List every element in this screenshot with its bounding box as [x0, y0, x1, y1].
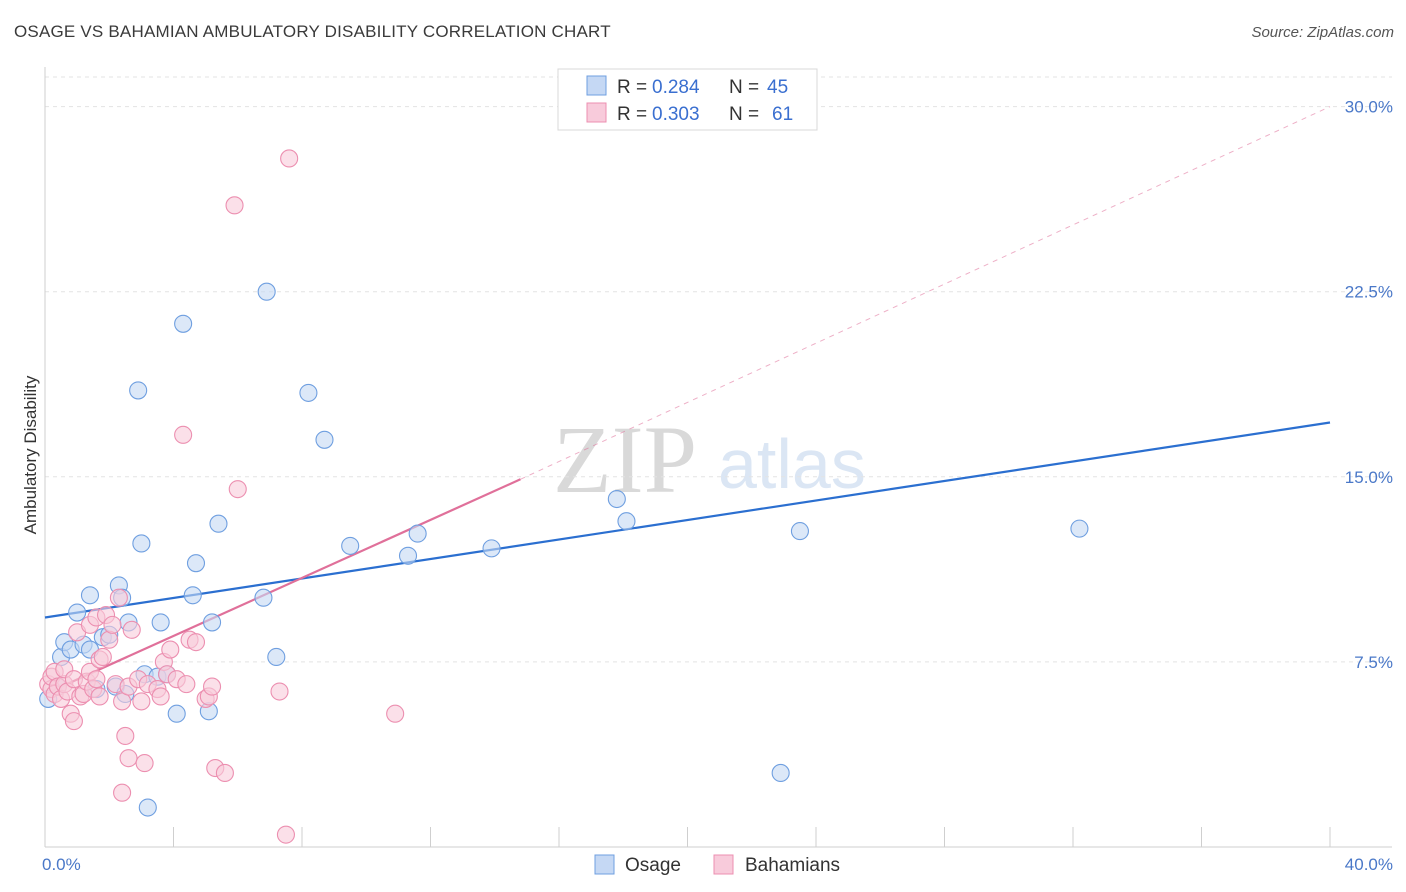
- chart-source: Source: ZipAtlas.com: [1251, 24, 1394, 41]
- point-bahamians-56: [270, 682, 289, 701]
- point-bahamians-60: [113, 783, 132, 802]
- point-bahamians-26: [100, 630, 119, 649]
- point-osage-41: [617, 512, 636, 531]
- legend-n-value-bahamians: 61: [772, 104, 793, 125]
- point-bahamians-23: [90, 687, 109, 706]
- legend-n-value-osage: 45: [767, 77, 788, 98]
- point-osage-25: [174, 314, 193, 333]
- point-bahamians-53: [215, 763, 234, 783]
- point-osage-36: [341, 536, 360, 555]
- trend-line-0: [44, 421, 1331, 619]
- point-bahamians-54: [225, 196, 244, 215]
- point-osage-26: [183, 586, 202, 605]
- legend-swatch-osage: [586, 75, 607, 96]
- point-bahamians-20: [87, 670, 106, 689]
- bottom-legend-swatch-bahamians: [713, 854, 734, 875]
- point-osage-18: [132, 534, 151, 553]
- trend-lines: [44, 106, 1331, 695]
- point-bahamians-34: [122, 620, 141, 639]
- axes: [44, 67, 1392, 848]
- y-axis-label: Ambulatory Disability: [21, 375, 40, 534]
- point-bahamians-29: [109, 588, 128, 607]
- legend-r-value-bahamians: 0.303: [652, 104, 700, 125]
- point-osage-39: [482, 539, 501, 558]
- x-tick-label-0: 0.0%: [42, 855, 81, 874]
- point-osage-43: [790, 522, 809, 541]
- point-bahamians-59: [386, 704, 405, 723]
- point-bahamians-43: [161, 640, 180, 659]
- point-osage-29: [203, 613, 222, 632]
- point-bahamians-37: [135, 754, 154, 773]
- point-osage-5: [68, 603, 87, 622]
- point-bahamians-58: [280, 149, 299, 168]
- point-osage-37: [398, 546, 418, 565]
- point-bahamians-45: [174, 425, 193, 444]
- point-osage-22: [151, 613, 170, 632]
- point-osage-20: [138, 798, 157, 817]
- point-bahamians-55: [228, 480, 247, 499]
- legend-n-label-bahamians: N =: [729, 104, 759, 125]
- point-osage-38: [408, 524, 427, 543]
- point-osage-40: [607, 489, 626, 509]
- point-osage-31: [254, 588, 273, 607]
- point-bahamians-40: [151, 687, 170, 706]
- point-osage-32: [257, 282, 276, 301]
- point-bahamians-27: [103, 615, 122, 634]
- watermark: ZIP atlas: [553, 406, 866, 513]
- point-bahamians-48: [186, 633, 206, 652]
- point-bahamians-36: [132, 692, 151, 711]
- legend: R = 0.284 N = 45 R = 0.303 N = 61: [557, 68, 818, 131]
- point-osage-8: [80, 586, 100, 605]
- bottom-legend-swatch-osage: [594, 854, 615, 875]
- gridlines: [45, 76, 1392, 663]
- legend-r-value-osage: 0.284: [652, 77, 700, 98]
- point-osage-30: [209, 514, 228, 533]
- trend-line-dashed-1: [520, 106, 1331, 480]
- point-osage-17: [129, 381, 148, 400]
- point-bahamians-31: [116, 726, 135, 745]
- data-points: [39, 149, 1089, 844]
- x-tick-label-1: 40.0%: [1345, 855, 1393, 874]
- trend-line-1: [44, 478, 521, 695]
- legend-r-label-osage: R =: [617, 77, 647, 98]
- point-bahamians-33: [119, 749, 138, 768]
- y-tick-label-3: 30.0%: [1345, 98, 1393, 117]
- legend-n-label-osage: N =: [729, 77, 759, 98]
- point-bahamians-24: [93, 647, 112, 667]
- point-bahamians-51: [203, 677, 222, 696]
- bottom-legend: Osage Bahamians: [594, 854, 840, 876]
- point-osage-44: [1070, 519, 1089, 538]
- y-tick-label-1: 15.0%: [1345, 468, 1393, 487]
- chart-title: OSAGE VS BAHAMIAN AMBULATORY DISABILITY …: [14, 22, 611, 41]
- point-osage-27: [186, 554, 206, 573]
- y-tick-label-2: 22.5%: [1345, 283, 1393, 302]
- point-osage-24: [167, 704, 186, 723]
- point-bahamians-12: [64, 712, 83, 731]
- point-osage-34: [299, 383, 318, 402]
- bottom-legend-label-bahamians: Bahamians: [745, 855, 840, 876]
- bottom-legend-label-osage: Osage: [625, 855, 681, 876]
- point-osage-35: [315, 430, 334, 449]
- y-tick-label-0: 7.5%: [1354, 653, 1393, 672]
- legend-r-label-bahamians: R =: [617, 104, 647, 125]
- watermark-atlas: atlas: [718, 425, 866, 503]
- point-bahamians-46: [177, 675, 196, 694]
- point-osage-33: [267, 647, 286, 667]
- point-osage-42: [771, 763, 790, 783]
- legend-swatch-bahamians: [586, 102, 607, 123]
- tick-labels: 7.5% 15.0% 22.5% 30.0% 0.0% 40.0%: [42, 98, 1393, 874]
- point-bahamians-57: [276, 825, 295, 844]
